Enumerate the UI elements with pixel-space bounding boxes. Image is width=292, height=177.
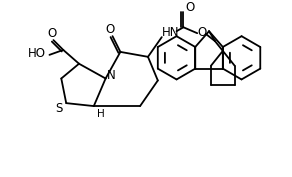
- Text: N: N: [107, 69, 116, 82]
- Text: S: S: [56, 102, 63, 115]
- Text: O: O: [105, 23, 114, 36]
- Text: HN: HN: [162, 26, 179, 39]
- Text: H: H: [97, 109, 105, 119]
- Text: O: O: [197, 26, 207, 39]
- Text: O: O: [48, 27, 57, 40]
- Text: HO: HO: [28, 47, 46, 60]
- Text: O: O: [186, 1, 195, 14]
